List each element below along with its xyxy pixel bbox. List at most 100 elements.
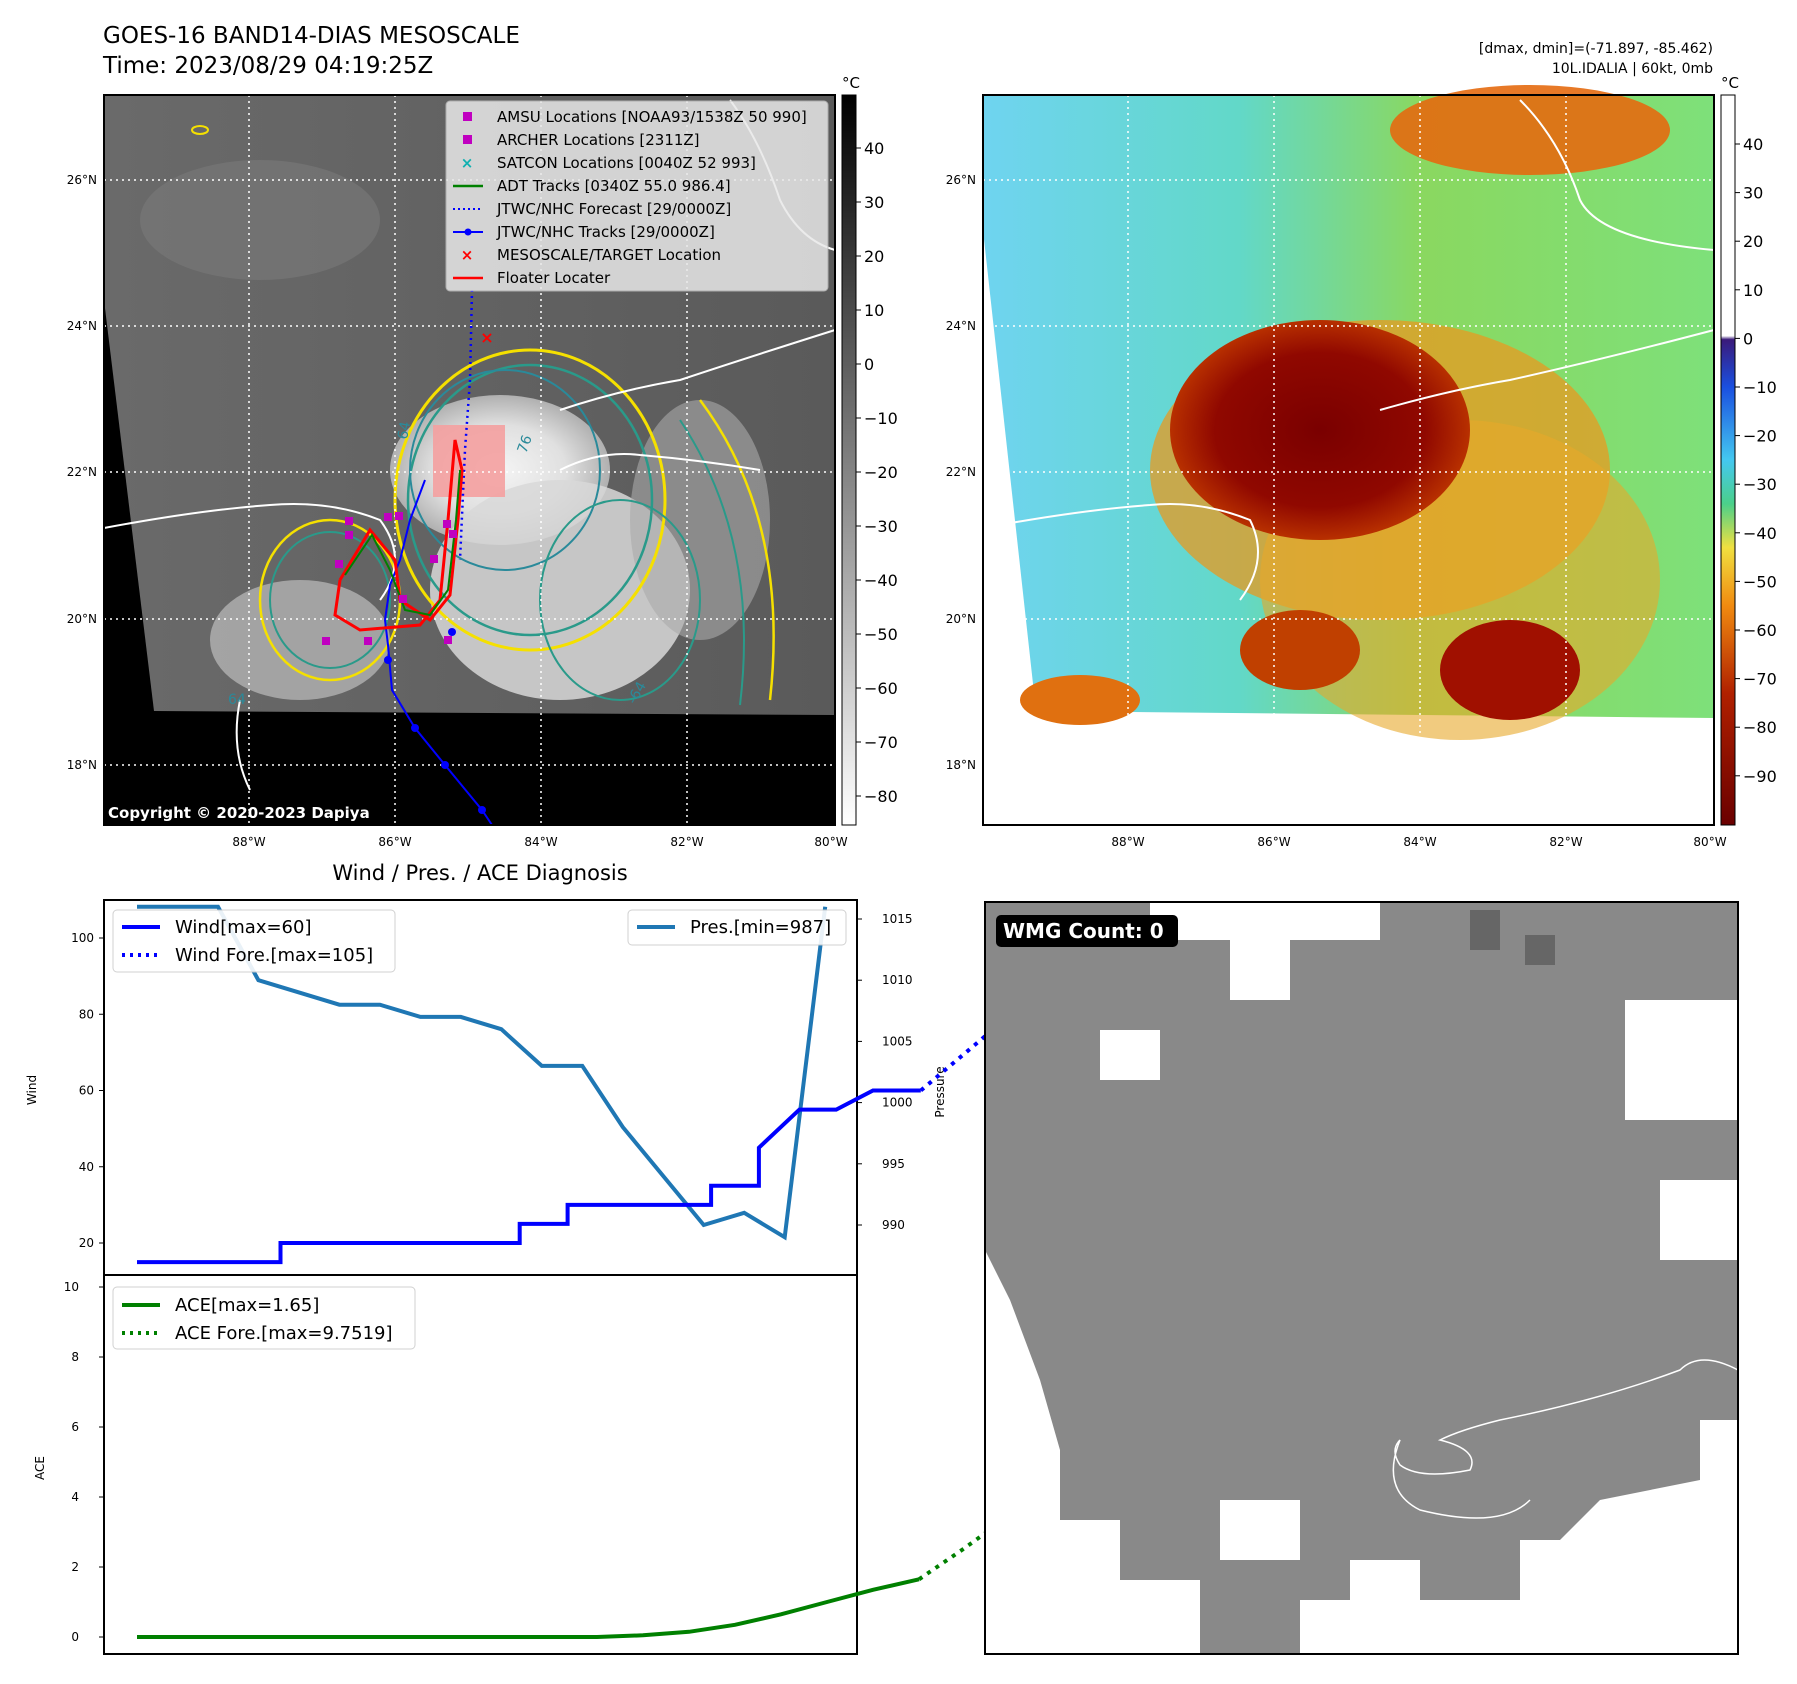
figure-time: Time: 2023/08/29 04:19:25Z — [102, 53, 433, 79]
legend-item: ARCHER Locations [2311Z] — [463, 131, 700, 149]
ace-series-line — [137, 1577, 920, 1639]
mesoscale-target-marker: × — [480, 328, 493, 347]
legend-pressure: Pres.[min=987] — [690, 917, 831, 938]
ace-tick-label: 2 — [71, 1560, 79, 1574]
storm-info-label: 10L.IDALIA | 60kt, 0mb — [1552, 61, 1713, 77]
right-colorbar-tick: −30 — [1743, 475, 1777, 494]
svg-text:Floater Locater: Floater Locater — [497, 269, 611, 287]
pressure-tick-label: 1005 — [882, 1034, 913, 1048]
right-colorbar: °C 40 30 20 10 0 −10 −20 −30 −40 −50 −60 −70 −80 −90 — [1720, 74, 1777, 826]
right-map-lat-labels: 26°N 24°N 22°N 20°N 18°N — [946, 173, 976, 772]
pressure-tick-label: 1010 — [882, 973, 913, 987]
right-colorbar-tick: 30 — [1743, 184, 1763, 203]
diagnosis-title: Wind / Pres. / ACE Diagnosis — [332, 861, 627, 885]
svg-text:86°W: 86°W — [378, 835, 411, 849]
ace-tick-label: 6 — [71, 1420, 79, 1434]
ace-tick-label: 8 — [71, 1350, 79, 1364]
wind-tick-label: 20 — [79, 1236, 94, 1250]
amsu-archer-markers — [322, 512, 457, 645]
right-colorbar-tick: −80 — [1743, 718, 1777, 737]
figure-title: GOES-16 BAND14-DIAS MESOSCALE — [103, 23, 520, 49]
svg-text:80°W: 80°W — [1693, 835, 1726, 849]
wind-tick-label: 60 — [79, 1084, 94, 1098]
wind-axis-label: Wind — [25, 1075, 39, 1105]
svg-text:22°N: 22°N — [67, 465, 97, 479]
contour-label: 64 — [395, 420, 414, 440]
left-colorbar-tick: −30 — [864, 517, 898, 536]
coastline-yucatan — [103, 503, 396, 601]
svg-text:20°N: 20°N — [946, 612, 976, 626]
left-colorbar-tick: 20 — [864, 247, 884, 266]
svg-text:20°N: 20°N — [67, 612, 97, 626]
floater-box — [433, 425, 505, 497]
left-map-lon-labels: 88°W 86°W 84°W 82°W 80°W — [232, 835, 847, 849]
ace-tick-label: 4 — [71, 1490, 79, 1504]
floater-locater-track — [333, 439, 464, 632]
ir-map-panel: × 64 76 64 -64 Copyright © 2020-2023 Dap… — [103, 94, 836, 826]
wind-tick-label: 80 — [79, 1007, 94, 1021]
legend-ace-fore: ACE Fore.[max=9.7519] — [175, 1323, 393, 1344]
svg-text:18°N: 18°N — [946, 758, 976, 772]
color-enhanced-map-panel — [982, 85, 1715, 826]
color-map-frame — [982, 94, 1715, 826]
right-colorbar-tick: −10 — [1743, 378, 1777, 397]
svg-text:MESOSCALE/TARGET Location: MESOSCALE/TARGET Location — [497, 246, 721, 264]
svg-text:84°W: 84°W — [524, 835, 557, 849]
svg-text:22°N: 22°N — [946, 465, 976, 479]
right-colorbar-tick: 10 — [1743, 281, 1763, 300]
right-colorbar-tick: −50 — [1743, 572, 1777, 591]
right-colorbar-unit: °C — [1721, 74, 1739, 92]
storm-core-color — [1170, 320, 1470, 540]
svg-text:18°N: 18°N — [67, 758, 97, 772]
contour-label: 64 — [228, 692, 246, 708]
left-colorbar-tick: 0 — [864, 355, 874, 374]
left-colorbar-tick: −80 — [864, 787, 898, 806]
svg-text:24°N: 24°N — [946, 319, 976, 333]
legend-ace: ACE[max=1.65] — [175, 1295, 319, 1316]
wmg-panel: WMG Count: 0 — [984, 901, 1739, 1655]
jtwc-track — [383, 479, 493, 826]
pressure-tick-label: 995 — [882, 1157, 905, 1171]
left-colorbar-tick: −70 — [864, 733, 898, 752]
svg-text:JTWC/NHC Forecast [29/0000Z]: JTWC/NHC Forecast [29/0000Z] — [496, 200, 731, 218]
svg-text:ADT Tracks [0340Z 55.0 986.4]: ADT Tracks [0340Z 55.0 986.4] — [497, 177, 731, 195]
wind-tick-label: 100 — [71, 931, 94, 945]
right-colorbar-tick: −60 — [1743, 621, 1777, 640]
pressure-tick-label: 990 — [882, 1218, 905, 1232]
left-colorbar-tick: 10 — [864, 301, 884, 320]
right-colorbar-tick: 40 — [1743, 135, 1763, 154]
left-colorbar-tick: −20 — [864, 463, 898, 482]
left-colorbar-tick: 30 — [864, 193, 884, 212]
map-legend: AMSU Locations [NOAA93/1538Z 50 990] ARCH… — [445, 100, 829, 292]
wmg-badge — [996, 915, 1178, 947]
left-colorbar: °C 40 30 20 10 0 −10 −20 −30 −40 −50 −60 −70 −80 — [841, 74, 898, 826]
left-colorbar-tick: 40 — [864, 139, 884, 158]
copyright-label: Copyright © 2020-2023 Dapiya — [108, 804, 370, 822]
svg-text:ARCHER Locations [2311Z]: ARCHER Locations [2311Z] — [497, 131, 700, 149]
ace-tick-label: 0 — [71, 1630, 79, 1644]
left-colorbar-tick: −60 — [864, 679, 898, 698]
svg-text:88°W: 88°W — [232, 835, 265, 849]
legend-wind-fore: Wind Fore.[max=105] — [175, 945, 373, 966]
contour-label: 76 — [515, 433, 536, 455]
svg-text:26°N: 26°N — [67, 173, 97, 187]
svg-text:24°N: 24°N — [67, 319, 97, 333]
right-map-lon-labels: 88°W 86°W 84°W 82°W 80°W — [1111, 835, 1726, 849]
left-map-lat-labels: 26°N 24°N 22°N 20°N 18°N — [67, 173, 97, 772]
svg-text:SATCON Locations [0040Z 52 993: SATCON Locations [0040Z 52 993] — [497, 154, 756, 172]
wind-series-line — [137, 1088, 921, 1265]
legend-item: × SATCON Locations [0040Z 52 993] — [461, 154, 756, 172]
svg-text:82°W: 82°W — [670, 835, 703, 849]
svg-text:×: × — [461, 246, 474, 264]
svg-text:86°W: 86°W — [1257, 835, 1290, 849]
right-colorbar-tick: −70 — [1743, 670, 1777, 689]
svg-text:88°W: 88°W — [1111, 835, 1144, 849]
wmg-count-label: WMG Count: 0 — [1003, 919, 1164, 943]
pressure-axis-label: Pressure — [933, 1066, 947, 1117]
right-colorbar-tick: 20 — [1743, 232, 1763, 251]
dmax-dmin-label: [dmax, dmin]=(-71.897, -85.462) — [1479, 41, 1713, 57]
ace-tick-label: 10 — [64, 1280, 79, 1294]
svg-text:80°W: 80°W — [814, 835, 847, 849]
color-map-gridlines — [983, 95, 1714, 825]
svg-text:26°N: 26°N — [946, 173, 976, 187]
